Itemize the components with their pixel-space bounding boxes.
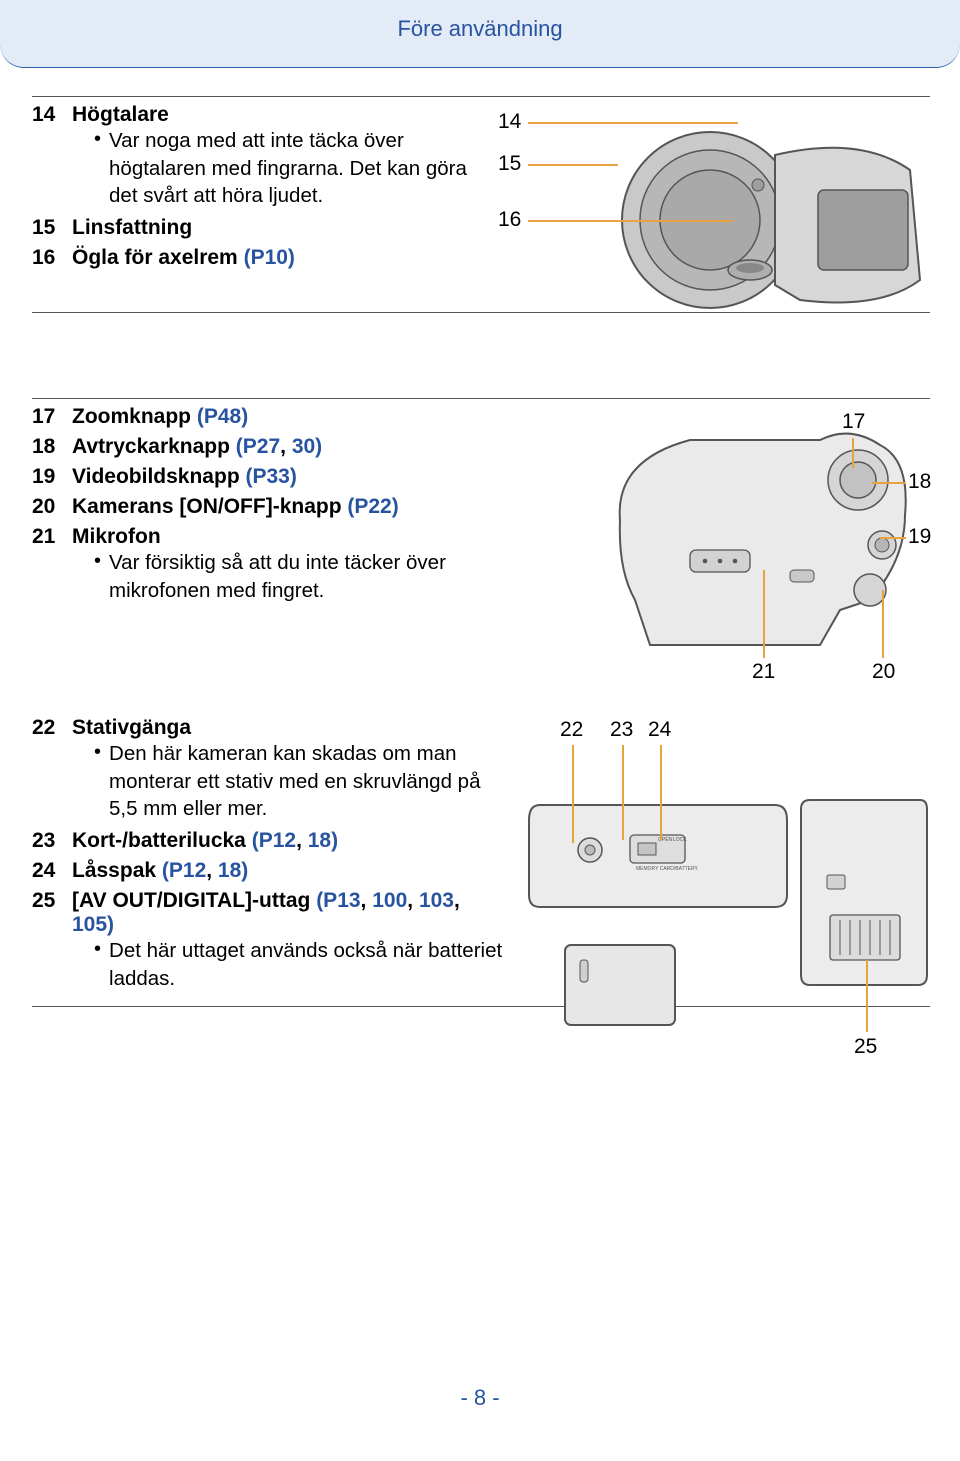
svg-text:MEMORY CARD/BATTERY: MEMORY CARD/BATTERY [636,866,699,872]
item-number: 22 [32,716,72,740]
callout-16: 16 [498,208,521,232]
svg-text:LOCK: LOCK [673,837,687,843]
callout-line [622,745,624,840]
page-ref[interactable]: 103 [419,889,454,912]
item-label: Stativgänga [72,716,191,740]
callout-15: 15 [498,152,521,176]
sub-text: Den här kameran kan skadas om man monter… [109,740,514,823]
callout-line [660,745,662,840]
callout-line [882,590,884,658]
page-ref[interactable]: 30) [292,435,322,458]
label-text: Kamerans [ON/OFF]-knapp [72,495,347,518]
label-sep: , [407,889,419,912]
callout-line [528,122,738,124]
item-label: Linsfattning [72,216,192,240]
illustration-camera-bottom: OPEN LOCK MEMORY CARD/BATTERY [525,745,930,1055]
item-number: 23 [32,829,72,853]
page-ref[interactable]: 18) [308,829,338,852]
label-sep: , [454,889,460,912]
label-text: Ögla för axelrem [72,246,244,269]
item-label: Högtalare [72,103,169,127]
item-number: 24 [32,859,72,883]
item-number: 14 [32,103,72,127]
label-sep: , [206,859,218,882]
sub-text: Var noga med att inte täcka över högtala… [109,127,494,210]
callout-23: 23 [610,718,633,742]
illustration-camera-top [590,400,930,660]
label-text: Avtryckarknapp [72,435,236,458]
bullet-dot: • [94,549,101,573]
callout-21: 21 [752,660,775,684]
bullet-dot: • [94,127,101,151]
item-label: Ögla för axelrem (P10) [72,246,295,270]
page-ref[interactable]: 18) [218,859,248,882]
page-ref[interactable]: (P10) [244,246,295,269]
item-number: 19 [32,465,72,489]
divider [32,398,930,399]
label-text: [AV OUT/DIGITAL]-uttag [72,889,316,912]
callout-line [872,482,906,484]
item-22-sub: • Den här kameran kan skadas om man mont… [94,740,514,823]
page-ref[interactable]: (P48) [197,405,248,428]
callout-line [880,537,906,539]
bullet-dot: • [94,740,101,764]
callout-18: 18 [908,470,931,494]
item-label: [AV OUT/DIGITAL]-uttag (P13, 100, 103, 1… [72,889,492,937]
item-number: 17 [32,405,72,429]
sub-text: Det här uttaget används också när batter… [109,937,514,992]
item-number: 15 [32,216,72,240]
callout-24: 24 [648,718,671,742]
item-14-sub: • Var noga med att inte täcka över högta… [94,127,494,210]
sub-text: Var försiktig så att du inte täcker över… [109,549,494,604]
label-sep: , [361,889,373,912]
callout-25: 25 [854,1035,877,1059]
item-22: 22 Stativgänga [32,716,930,740]
label-sep: , [296,829,308,852]
header-title: Före användning [397,16,562,42]
item-number: 21 [32,525,72,549]
label-sep: , [280,435,292,458]
item-label: Kamerans [ON/OFF]-knapp (P22) [72,495,399,519]
bullet-dot: • [94,937,101,961]
item-label: Zoomknapp (P48) [72,405,248,429]
page-ref[interactable]: 100 [372,889,407,912]
item-number: 16 [32,246,72,270]
callout-line [528,220,733,222]
item-label: Låsspak (P12, 18) [72,859,248,883]
callout-22: 22 [560,718,583,742]
item-label: Kort-/batterilucka (P12, 18) [72,829,338,853]
item-21-sub: • Var försiktig så att du inte täcker öv… [94,549,494,604]
item-label: Videobildsknapp (P33) [72,465,297,489]
page-number: - 8 - [0,1385,960,1411]
callout-line [763,570,765,658]
item-number: 20 [32,495,72,519]
callout-17: 17 [842,410,865,434]
header-bar: Före användning [0,0,960,68]
callout-line [572,745,574,843]
callout-14: 14 [498,110,521,134]
label-text: Videobildsknapp [72,465,245,488]
page-ref[interactable]: (P12 [162,859,206,882]
callout-line [866,960,868,1032]
callout-line [852,438,854,468]
callout-19: 19 [908,525,931,549]
label-text: Låsspak [72,859,162,882]
page-ref[interactable]: (P12 [252,829,296,852]
item-number: 18 [32,435,72,459]
item-25-sub: • Det här uttaget används också när batt… [94,937,514,992]
divider [32,96,930,97]
item-number: 25 [32,889,72,913]
label-text: Zoomknapp [72,405,197,428]
callout-line [528,164,618,166]
item-label: Mikrofon [72,525,161,549]
page-ref[interactable]: (P33) [245,465,296,488]
page-ref[interactable]: (P22) [347,495,398,518]
item-label: Avtryckarknapp (P27, 30) [72,435,322,459]
page-ref[interactable]: 105) [72,913,114,936]
callout-20: 20 [872,660,895,684]
label-text: Kort-/batterilucka [72,829,252,852]
page-ref[interactable]: (P27 [236,435,280,458]
page-ref[interactable]: (P13 [316,889,360,912]
illustration-camera-side [560,100,930,320]
